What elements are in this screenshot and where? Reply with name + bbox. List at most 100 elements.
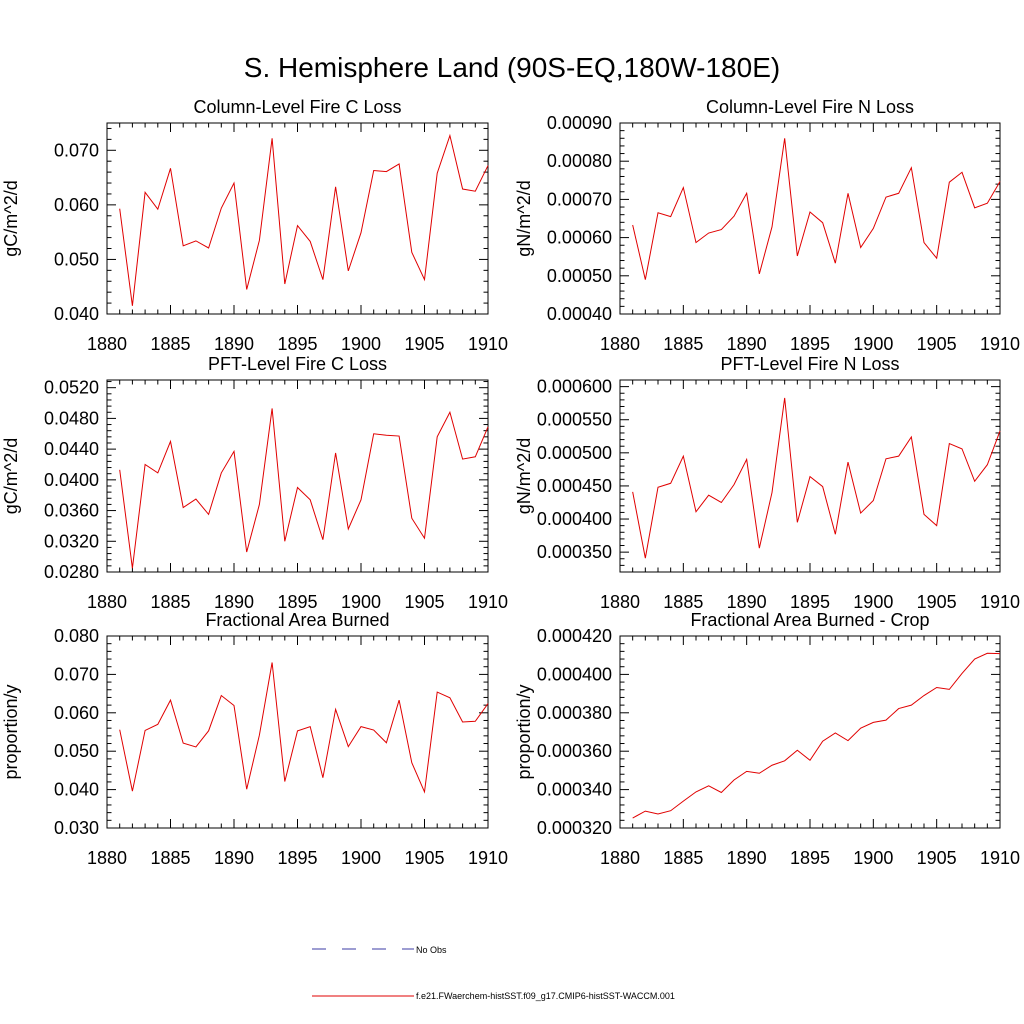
series-line [632,652,1001,819]
x-tick-label: 1910 [468,848,508,868]
chart-panel-5: 1880 1885 1890 1895 1900 1905 1910 0.030 0.040 0.… [1,610,508,868]
x-tick-label: 1885 [150,848,190,868]
y-axis-label: gN/m^2/d [514,180,534,256]
y-tick-label: 0.060 [54,195,99,215]
panel-title: PFT-Level Fire C Loss [208,354,387,374]
y-tick-label: 0.00070 [547,189,612,209]
y-tick-label: 0.00040 [547,304,612,324]
x-tick-label: 1890 [727,592,767,612]
y-tick-label: 0.000320 [537,818,612,838]
legend-model-label: f.e21.FWaerchem-histSST.f09_g17.CMIP6-hi… [416,991,675,1001]
x-tick-label: 1900 [341,592,381,612]
y-axis-label: proportion/y [1,684,21,779]
y-tick-label: 0.0440 [44,439,99,459]
y-tick-label: 0.00060 [547,228,612,248]
y-tick-label: 0.0360 [44,501,99,521]
x-tick-label: 1890 [214,334,254,354]
series-line [119,408,489,569]
x-tick-label: 1890 [214,848,254,868]
x-tick-label: 1895 [790,334,830,354]
chart-panel-2: 1880 1885 1890 1895 1900 1905 1910 0.00040 0.000… [514,97,1020,354]
x-tick-label: 1900 [341,848,381,868]
y-tick-label: 0.000420 [537,626,612,646]
y-axis-label: gN/m^2/d [514,438,534,514]
x-tick-label: 1880 [600,848,640,868]
x-tick-label: 1910 [980,848,1020,868]
x-tick-label: 1880 [87,592,127,612]
x-tick-label: 1905 [404,848,444,868]
x-tick-label: 1910 [980,334,1020,354]
x-tick-label: 1905 [404,592,444,612]
panel-title: PFT-Level Fire N Loss [720,354,899,374]
y-tick-label: 0.000340 [537,780,612,800]
x-tick-label: 1885 [663,848,703,868]
y-tick-label: 0.000450 [537,476,612,496]
x-tick-label: 1885 [663,592,703,612]
y-tick-label: 0.00080 [547,151,612,171]
y-tick-label: 0.000400 [537,664,612,684]
x-tick-label: 1890 [214,592,254,612]
x-tick-label: 1880 [87,334,127,354]
y-tick-label: 0.000500 [537,443,612,463]
y-tick-label: 0.0520 [44,378,99,398]
x-tick-label: 1910 [468,334,508,354]
panel-title: Column-Level Fire C Loss [193,97,401,117]
x-tick-label: 1895 [277,592,317,612]
x-tick-label: 1910 [980,592,1020,612]
y-tick-label: 0.00090 [547,113,612,133]
legend-obs-label: No Obs [416,945,447,955]
x-tick-label: 1880 [87,848,127,868]
y-tick-label: 0.000600 [537,377,612,397]
x-tick-label: 1890 [727,848,767,868]
series-line [119,662,489,794]
x-tick-label: 1880 [600,592,640,612]
panel-title: Fractional Area Burned [205,610,389,630]
x-tick-label: 1900 [853,334,893,354]
y-tick-label: 0.0280 [44,562,99,582]
x-tick-label: 1910 [468,592,508,612]
y-tick-label: 0.000380 [537,703,612,723]
y-tick-label: 0.040 [54,780,99,800]
plot-frame [106,379,489,573]
y-axis-label: gC/m^2/d [1,180,21,256]
y-tick-label: 0.00050 [547,266,612,286]
legend: No Obs f.e21.FWaerchem-histSST.f09_g17.C… [312,945,675,1001]
y-tick-label: 0.000350 [537,542,612,562]
chart-panel-1: 1880 1885 1890 1895 1900 1905 1910 0.040 0.050 0.… [1,97,508,354]
series-line [632,138,1001,280]
x-tick-label: 1905 [917,592,957,612]
panel-title: Fractional Area Burned - Crop [690,610,929,630]
y-tick-label: 0.040 [54,304,99,324]
plot-frame [619,379,1001,573]
x-tick-label: 1905 [917,848,957,868]
plot-frame [619,635,1001,829]
y-tick-label: 0.000360 [537,741,612,761]
chart-panel-4: 1880 1885 1890 1895 1900 1905 1910 0.000350 0.00… [514,354,1020,612]
y-tick-label: 0.000400 [537,509,612,529]
x-tick-label: 1885 [150,334,190,354]
x-tick-label: 1895 [790,848,830,868]
y-tick-label: 0.030 [54,818,99,838]
chart-panels: 1880 1885 1890 1895 1900 1905 1910 0.040 0.050 0.… [1,97,1020,868]
y-axis-label: gC/m^2/d [1,438,21,514]
x-tick-label: 1880 [600,334,640,354]
y-tick-label: 0.050 [54,741,99,761]
x-tick-label: 1895 [790,592,830,612]
plot-frame [106,122,489,315]
y-tick-label: 0.050 [54,249,99,269]
x-tick-label: 1885 [663,334,703,354]
series-line [119,133,489,306]
x-tick-label: 1900 [341,334,381,354]
x-tick-label: 1895 [277,334,317,354]
page-title: S. Hemisphere Land (90S-EQ,180W-180E) [244,52,780,83]
y-tick-label: 0.000550 [537,410,612,430]
x-tick-label: 1900 [853,848,893,868]
y-tick-label: 0.080 [54,626,99,646]
panel-title: Column-Level Fire N Loss [706,97,914,117]
x-tick-label: 1890 [727,334,767,354]
x-tick-label: 1900 [853,592,893,612]
chart-panel-3: 1880 1885 1890 1895 1900 1905 1910 0.0280 0.0320… [1,354,508,612]
y-tick-label: 0.070 [54,140,99,160]
x-tick-label: 1905 [404,334,444,354]
